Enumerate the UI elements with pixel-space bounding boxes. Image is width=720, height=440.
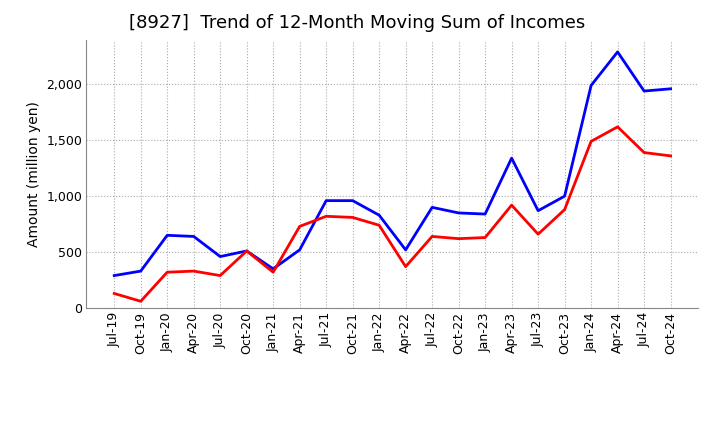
Net Income: [110, 291, 119, 296]
Net Income: [454, 236, 463, 241]
Net Income: [613, 124, 622, 129]
Net Income: [348, 215, 357, 220]
Line: Ordinary Income: Ordinary Income: [114, 52, 670, 275]
Ordinary Income: [587, 83, 595, 88]
Ordinary Income: [189, 234, 198, 239]
Net Income: [295, 224, 304, 229]
Text: [8927]  Trend of 12-Month Moving Sum of Incomes: [8927] Trend of 12-Month Moving Sum of I…: [130, 15, 585, 33]
Net Income: [401, 264, 410, 269]
Net Income: [666, 153, 675, 158]
Net Income: [243, 248, 251, 253]
Ordinary Income: [666, 86, 675, 92]
Ordinary Income: [508, 155, 516, 161]
Ordinary Income: [560, 194, 569, 199]
Net Income: [136, 299, 145, 304]
Ordinary Income: [348, 198, 357, 203]
Net Income: [322, 214, 330, 219]
Ordinary Income: [481, 211, 490, 216]
Ordinary Income: [110, 273, 119, 278]
Net Income: [587, 139, 595, 144]
Ordinary Income: [454, 210, 463, 216]
Net Income: [508, 202, 516, 208]
Net Income: [375, 223, 384, 228]
Ordinary Income: [136, 268, 145, 274]
Net Income: [640, 150, 649, 155]
Net Income: [189, 268, 198, 274]
Ordinary Income: [295, 247, 304, 253]
Ordinary Income: [375, 213, 384, 218]
Ordinary Income: [163, 233, 171, 238]
Ordinary Income: [243, 248, 251, 253]
Net Income: [560, 207, 569, 212]
Line: Net Income: Net Income: [114, 127, 670, 301]
Net Income: [216, 273, 225, 278]
Net Income: [428, 234, 436, 239]
Y-axis label: Amount (million yen): Amount (million yen): [27, 101, 41, 247]
Ordinary Income: [428, 205, 436, 210]
Ordinary Income: [534, 208, 542, 213]
Net Income: [269, 270, 277, 275]
Ordinary Income: [401, 247, 410, 253]
Ordinary Income: [216, 254, 225, 259]
Ordinary Income: [613, 49, 622, 55]
Net Income: [534, 231, 542, 237]
Net Income: [163, 270, 171, 275]
Net Income: [481, 235, 490, 240]
Ordinary Income: [269, 266, 277, 271]
Ordinary Income: [640, 88, 649, 94]
Ordinary Income: [322, 198, 330, 203]
